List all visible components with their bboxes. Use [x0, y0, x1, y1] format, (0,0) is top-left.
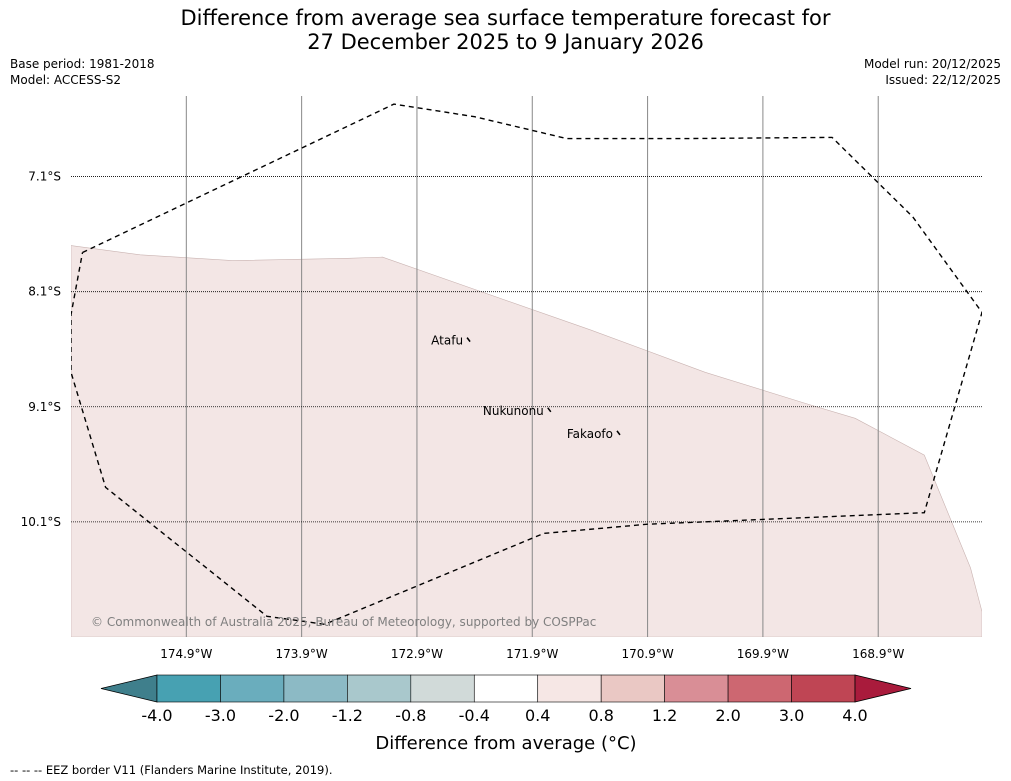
- lat-tick-label: 8.1°S: [28, 285, 61, 299]
- colorbar-tick-label: -3.0: [205, 706, 236, 725]
- colorbar-tick-label: -0.4: [459, 706, 490, 725]
- island-label: Atafu: [431, 334, 463, 348]
- lat-tick-label: 9.1°S: [28, 400, 61, 414]
- colorbar-tick-label: -2.0: [268, 706, 299, 725]
- colorbar-tick-label: 3.0: [779, 706, 804, 725]
- base-period: Base period: 1981-2018: [10, 57, 155, 71]
- model-run: Model run: 20/12/2025: [863, 57, 1001, 71]
- island-mark: [547, 407, 552, 413]
- island-mark: [616, 430, 621, 436]
- colorbar-tick-label: -1.2: [332, 706, 363, 725]
- anomaly-region: [71, 245, 982, 637]
- colorbar-tick-label: 4.0: [842, 706, 867, 725]
- colorbar-segment: [727, 674, 792, 703]
- colorbar-extend-low: [100, 674, 158, 703]
- colorbar-tick-label: -4.0: [141, 706, 172, 725]
- model-name: Model: ACCESS-S2: [10, 73, 122, 87]
- colorbar-segment: [600, 674, 665, 703]
- colorbar-segment: [156, 674, 221, 703]
- colorbar-segment: [791, 674, 856, 703]
- colorbar-segment: [537, 674, 602, 703]
- colorbar-segment: [410, 674, 475, 703]
- lat-tick-label: 10.1°S: [21, 515, 61, 529]
- colorbar-segment: [664, 674, 729, 703]
- colorbar-segment: [283, 674, 348, 703]
- copyright-text: © Commonwealth of Australia 2025, Bureau…: [91, 615, 596, 629]
- colorbar-tick-label: 2.0: [715, 706, 740, 725]
- colorbar-segment: [220, 674, 285, 703]
- island-label: Fakaofo: [567, 427, 613, 441]
- lat-tick-label: 7.1°S: [28, 170, 61, 184]
- eez-border: [71, 103, 982, 626]
- lon-tick-label: 169.9°W: [737, 647, 789, 661]
- island-mark: [466, 337, 471, 343]
- lon-tick-label: 168.9°W: [852, 647, 904, 661]
- title-line-1: Difference from average sea surface temp…: [180, 6, 831, 30]
- colorbar-tick-label: 0.4: [525, 706, 550, 725]
- colorbar-label: Difference from average (°C): [375, 733, 636, 754]
- lon-tick-label: 170.9°W: [621, 647, 673, 661]
- issued-date: Issued: 22/12/2025: [885, 73, 1001, 87]
- lon-tick-label: 172.9°W: [391, 647, 443, 661]
- meta-right: Model run: 20/12/2025 Issued: 22/12/2025: [864, 56, 1001, 88]
- title-line-2: 27 December 2025 to 9 January 2026: [307, 30, 704, 54]
- lon-tick-label: 171.9°W: [506, 647, 558, 661]
- lon-tick-label: 173.9°W: [276, 647, 328, 661]
- colorbar-tick-label: -0.8: [395, 706, 426, 725]
- colorbar-tick-label: 1.2: [652, 706, 677, 725]
- lon-tick-label: 174.9°W: [160, 647, 212, 661]
- colorbar-segment: [347, 674, 412, 703]
- colorbar-extend-high: [854, 674, 912, 703]
- colorbar-tick-label: 0.8: [588, 706, 613, 725]
- meta-left: Base period: 1981-2018 Model: ACCESS-S2: [10, 56, 155, 88]
- island-label: Nukunonu: [483, 404, 544, 418]
- colorbar-segment: [473, 674, 539, 703]
- eez-footnote: -- -- -- EEZ border V11 (Flanders Marine…: [10, 763, 333, 777]
- chart-title: Difference from average sea surface temp…: [0, 6, 1011, 54]
